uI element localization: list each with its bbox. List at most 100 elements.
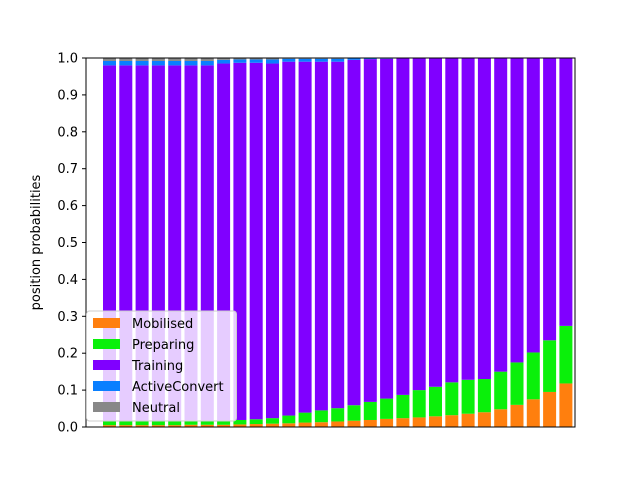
bar-training-17 (363, 59, 377, 402)
bar-mobilised-8 (217, 424, 231, 427)
y-axis-label: position probabilities (29, 174, 44, 310)
bar-neutral-5 (168, 58, 182, 61)
bar-training-15 (331, 61, 345, 409)
y-tick-label-8: 0.8 (57, 125, 78, 140)
bar-mobilised-3 (135, 425, 149, 427)
bar-preparing-8 (217, 420, 231, 425)
bar-mobilised-1 (103, 425, 116, 427)
bar-activeconvert-15 (331, 58, 345, 62)
bar-mobilised-9 (233, 424, 247, 427)
bar-preparing-14 (314, 410, 328, 423)
bar-preparing-23 (461, 379, 475, 414)
legend-label-preparing: Preparing (132, 338, 194, 353)
bar-preparing-27 (526, 352, 540, 400)
bar-mobilised-21 (429, 416, 442, 427)
bar-mobilised-7 (200, 424, 214, 427)
bar-activeconvert-12 (282, 58, 296, 62)
bar-mobilised-29 (559, 383, 573, 427)
bar-neutral-9 (233, 58, 247, 60)
bar-mobilised-2 (119, 425, 133, 427)
bar-preparing-6 (184, 420, 198, 425)
bar-training-18 (380, 58, 394, 399)
bar-mobilised-24 (477, 412, 491, 427)
bar-activeconvert-1 (103, 60, 116, 66)
bar-preparing-4 (151, 420, 165, 426)
bar-preparing-28 (543, 340, 557, 392)
bar-preparing-9 (233, 419, 247, 425)
bar-activeconvert-14 (314, 58, 328, 62)
bar-preparing-21 (429, 386, 442, 417)
bar-mobilised-11 (266, 423, 279, 427)
bar-training-24 (477, 58, 491, 380)
bar-preparing-20 (412, 390, 426, 418)
bar-mobilised-15 (331, 421, 345, 427)
bar-mobilised-5 (168, 425, 182, 427)
legend-label-training: Training (131, 359, 183, 374)
bar-training-16 (347, 59, 361, 406)
bar-mobilised-16 (347, 420, 361, 427)
bar-mobilised-22 (445, 415, 459, 427)
bar-training-13 (298, 61, 312, 413)
y-tick-label-1: 0.1 (57, 384, 78, 399)
bar-preparing-22 (445, 382, 459, 416)
bar-neutral-3 (135, 58, 149, 61)
y-tick-label-6: 0.6 (57, 199, 78, 214)
bar-preparing-10 (249, 419, 263, 425)
bar-activeconvert-2 (119, 60, 133, 66)
bar-preparing-26 (510, 362, 524, 405)
bar-activeconvert-3 (135, 60, 149, 66)
bar-preparing-15 (331, 408, 345, 422)
bar-training-21 (429, 58, 442, 387)
legend-swatch-neutral (93, 402, 120, 412)
bar-mobilised-14 (314, 422, 328, 427)
bar-mobilised-20 (412, 417, 426, 427)
bar-preparing-13 (298, 412, 312, 423)
bar-mobilised-6 (184, 424, 198, 427)
y-tick-label-2: 0.2 (57, 347, 78, 362)
bar-activeconvert-13 (298, 58, 312, 62)
legend-label-mobilised: Mobilised (132, 317, 193, 332)
bar-preparing-3 (135, 420, 149, 426)
bar-preparing-16 (347, 405, 361, 421)
bar-training-23 (461, 58, 475, 380)
bar-activeconvert-5 (168, 60, 182, 66)
bar-training-20 (412, 58, 426, 391)
legend: Mobilised Preparing Training ActiveConvert N… (86, 310, 237, 422)
y-tick-label-7: 0.7 (57, 162, 78, 177)
y-tick-label-10: 1.0 (57, 52, 78, 67)
legend-swatch-activeconvert (93, 381, 120, 391)
bar-neutral-10 (249, 58, 263, 60)
bar-training-14 (314, 61, 328, 411)
bar-activeconvert-17 (363, 58, 377, 60)
bar-preparing-24 (477, 379, 491, 413)
y-tick-label-9: 0.9 (57, 88, 78, 103)
bar-activeconvert-7 (200, 60, 214, 66)
bar-preparing-7 (200, 420, 214, 425)
bar-training-12 (282, 61, 296, 416)
y-tick-label-5: 0.5 (57, 236, 78, 251)
bar-preparing-1 (103, 420, 116, 426)
bar-mobilised-10 (249, 424, 263, 427)
bar-mobilised-18 (380, 418, 394, 427)
bar-activeconvert-16 (347, 58, 361, 60)
bar-neutral-4 (151, 58, 165, 61)
bar-mobilised-23 (461, 413, 475, 427)
legend-label-activeconvert: ActiveConvert (132, 380, 224, 395)
y-tick-label-4: 0.4 (57, 273, 78, 288)
bar-preparing-29 (559, 325, 573, 384)
bar-mobilised-25 (494, 409, 508, 427)
legend-label-neutral: Neutral (132, 401, 180, 416)
bar-activeconvert-9 (233, 59, 247, 63)
bar-activeconvert-8 (217, 59, 231, 64)
bar-training-28 (543, 58, 557, 341)
bar-preparing-25 (494, 371, 508, 410)
legend-box (86, 310, 237, 422)
bar-activeconvert-11 (266, 59, 279, 64)
legend-swatch-preparing (93, 339, 120, 349)
bar-preparing-5 (168, 420, 182, 426)
bar-neutral-6 (184, 58, 198, 61)
bar-mobilised-28 (543, 391, 557, 427)
bar-mobilised-12 (282, 423, 296, 427)
bar-activeconvert-10 (249, 59, 263, 63)
